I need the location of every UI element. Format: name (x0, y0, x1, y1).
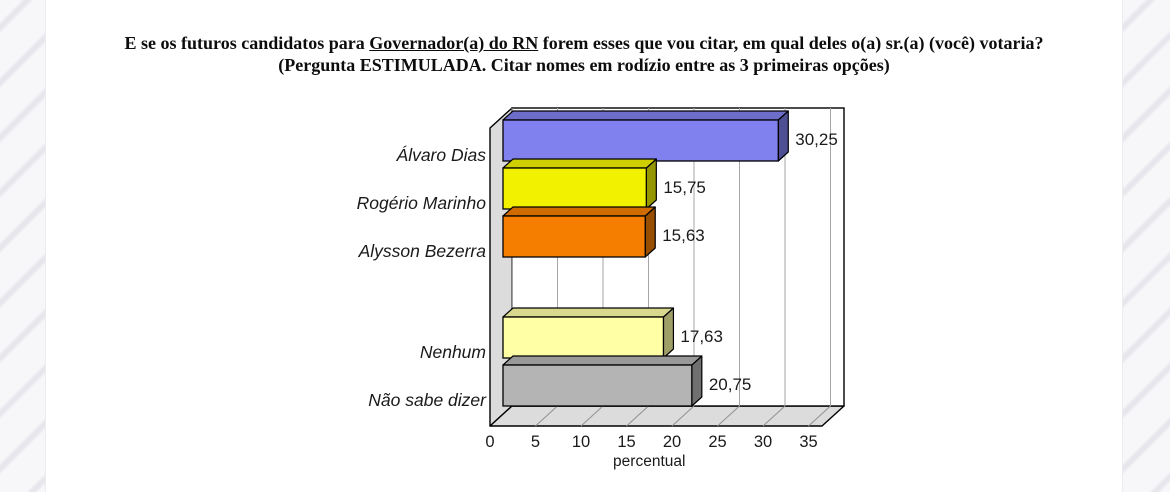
x-tick-label-10: 10 (572, 433, 590, 451)
value-label-alysson-bezerra: 15,63 (662, 226, 705, 245)
floor-hatch-line (626, 405, 649, 427)
x-tick-label-20: 20 (663, 433, 681, 451)
bar-top-face-alysson-bezerra (502, 206, 656, 217)
value-label-nenhum: 17,63 (680, 327, 723, 346)
floor-hatch-line (671, 405, 695, 427)
floor-hatch-line (762, 405, 786, 427)
bar-alysson-bezerra (502, 215, 646, 258)
title-line1-pre: E se os futuros candidatos para (124, 33, 370, 53)
category-label-nenhum: Nenhum (420, 342, 486, 362)
category-label-nao-sabe-dizer: Não sabe dizer (368, 390, 487, 410)
title-line1: E se os futuros candidatos para Governad… (46, 32, 1122, 54)
x-axis-title: percentual (613, 453, 685, 470)
floor-hatch-line (717, 405, 740, 427)
page-content: E se os futuros candidatos para Governad… (46, 0, 1122, 492)
bar-top-face-nao-sabe-dizer (502, 355, 703, 366)
value-label-alvaro-dias: 30,25 (795, 130, 838, 149)
bar-top-face-rogerio-marinho (502, 158, 657, 169)
title-line1-underlined: Governador(a) do RN (369, 33, 539, 53)
bar-rogerio-marinho (502, 167, 647, 210)
bar-nenhum (502, 316, 665, 359)
right-diagonal-stripe-band (1122, 0, 1170, 492)
bar-alvaro-dias (502, 119, 779, 162)
category-label-alvaro-dias: Álvaro Dias (396, 145, 487, 165)
floor-3d (489, 405, 845, 427)
bar-top-face-alvaro-dias (502, 110, 789, 121)
title-line2: (Pergunta ESTIMULADA. Citar nomes em rod… (278, 55, 890, 75)
x-tick-label-5: 5 (531, 433, 540, 451)
floor-hatch-line (808, 405, 831, 427)
value-label-nao-sabe-dizer: 20,75 (709, 375, 752, 394)
bar-top-face-nenhum (502, 307, 675, 318)
x-tick-label-0: 0 (485, 433, 494, 451)
floor-hatch-line (580, 405, 604, 427)
category-label-alysson-bezerra: Alysson Bezerra (358, 241, 487, 261)
title-line1-post: forem esses que vou citar, em qual deles… (538, 33, 1044, 53)
x-tick-label-15: 15 (617, 433, 635, 451)
floor-hatch-line (535, 405, 558, 427)
survey-question-title: E se os futuros candidatos para Governad… (46, 32, 1122, 76)
left-diagonal-stripe-band (0, 0, 46, 492)
x-tick-label-25: 25 (708, 433, 726, 451)
x-tick-label-30: 30 (754, 433, 772, 451)
bar-nao-sabe-dizer (502, 364, 693, 407)
x-tick-label-35: 35 (799, 433, 817, 451)
category-label-rogerio-marinho: Rogério Marinho (357, 193, 487, 213)
value-label-rogerio-marinho: 15,75 (663, 178, 706, 197)
